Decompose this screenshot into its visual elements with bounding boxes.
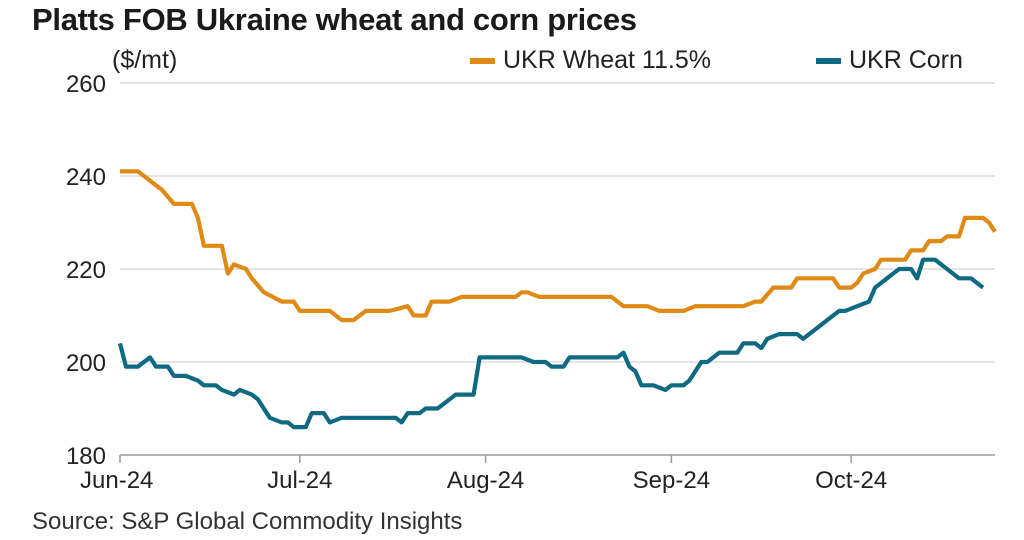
y-tick-label-200: 200 bbox=[66, 350, 106, 377]
x-tick-label-Aug-24: Aug-24 bbox=[447, 467, 524, 494]
source-note: Source: S&P Global Commodity Insights bbox=[32, 508, 463, 535]
y-tick-label-220: 220 bbox=[66, 257, 106, 284]
x-tick-label-Jun-24: Jun-24 bbox=[80, 467, 153, 494]
x-tick-label-Sep-24: Sep-24 bbox=[633, 467, 710, 494]
legend-label-wheat: UKR Wheat 11.5% bbox=[503, 46, 711, 74]
series-line-wheat bbox=[120, 169, 997, 323]
x-tick-label-Oct-24: Oct-24 bbox=[815, 467, 887, 494]
y-axis-unit-label: ($/mt) bbox=[112, 46, 178, 74]
legend-swatch-wheat bbox=[470, 57, 495, 64]
series-line-corn bbox=[117, 257, 985, 430]
legend-swatch-corn bbox=[816, 57, 841, 64]
legend-item-wheat: UKR Wheat 11.5% bbox=[470, 46, 711, 75]
x-tick-label-Jul-24: Jul-24 bbox=[267, 467, 332, 494]
legend-item-corn: UKR Corn bbox=[816, 46, 963, 75]
x-axis-ticks: Jun-24 Jul-24 Aug-24 Sep-24 Oct-24 bbox=[80, 455, 887, 494]
y-axis-ticks: 180 200 220 240 260 bbox=[66, 71, 106, 470]
y-tick-label-180: 180 bbox=[66, 443, 106, 470]
gridlines bbox=[120, 82, 995, 456]
legend-label-corn: UKR Corn bbox=[849, 46, 963, 74]
chart-title: Platts FOB Ukraine wheat and corn prices bbox=[32, 2, 637, 37]
y-tick-label-260: 260 bbox=[66, 71, 106, 98]
series-lines bbox=[117, 169, 997, 430]
y-tick-label-240: 240 bbox=[66, 164, 106, 191]
